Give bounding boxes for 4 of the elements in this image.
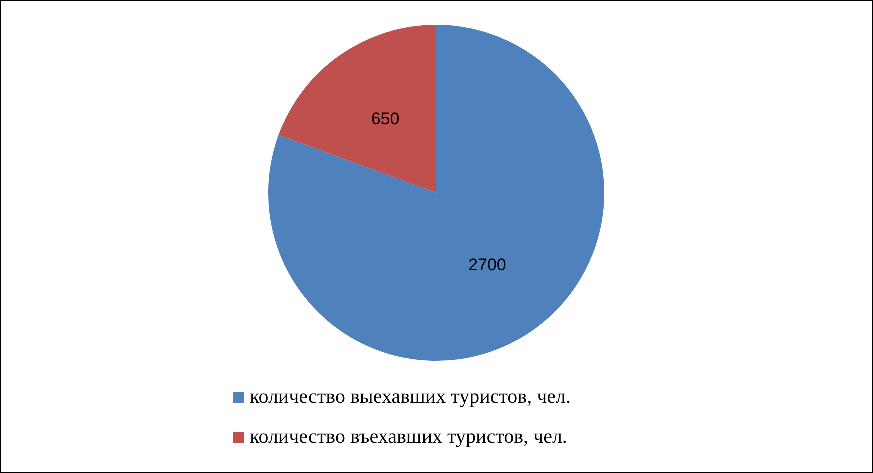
legend-label: количество выехавших туристов, чел. [250, 386, 572, 408]
legend-label: количество въехавших туристов, чел. [250, 426, 568, 448]
data-label: 650 [371, 110, 400, 129]
data-label: 2700 [468, 256, 506, 275]
